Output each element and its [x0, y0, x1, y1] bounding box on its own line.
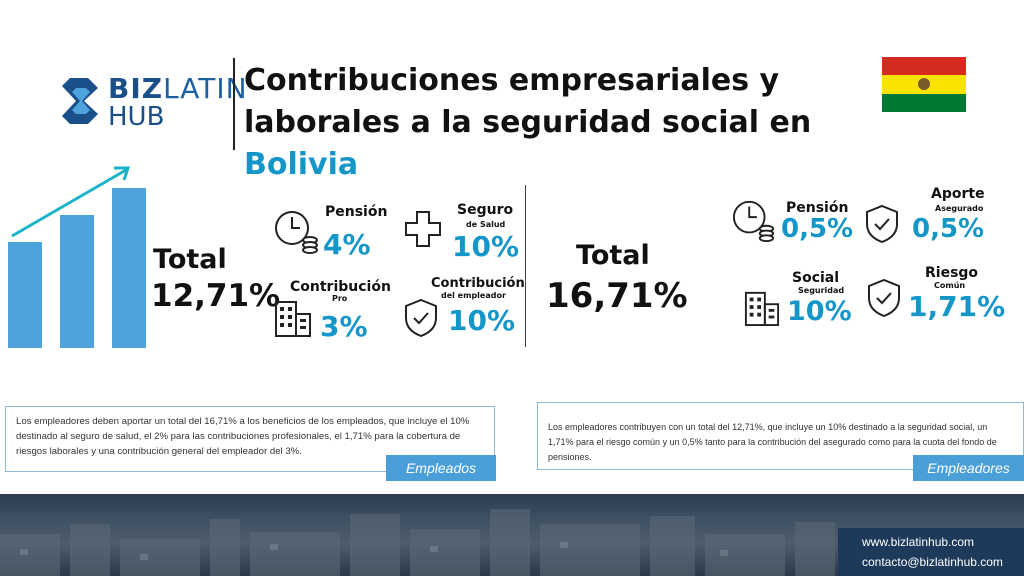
right-aporte-sub: Asegurado: [935, 204, 984, 213]
right-riesgo-label: Riesgo: [925, 265, 979, 281]
left-pension-value: 4%: [323, 228, 371, 261]
logo-mark-icon: [62, 78, 98, 124]
left-contrib-pro-label: Contribución: [290, 279, 391, 295]
plus-cross-icon: [405, 211, 441, 247]
building-icon: [744, 291, 780, 326]
left-total-value: 12,71%: [151, 278, 281, 314]
building-icon: [275, 301, 311, 337]
bolivia-flag: [882, 57, 966, 112]
left-seguro-sub: de Salud: [466, 220, 506, 229]
chart-bar: [8, 242, 42, 348]
shield-check-icon: [866, 204, 898, 244]
right-aporte-label: Aporte: [931, 186, 985, 202]
right-pension-label: Pensión: [786, 200, 849, 216]
brand-name: BIZLATIN: [108, 72, 248, 105]
clock-coins-icon: [275, 211, 318, 254]
employees-info-text: Los empleadores deben aportar un total d…: [16, 416, 470, 457]
left-contrib-pro-value: 3%: [320, 310, 368, 343]
email-link[interactable]: contacto@bizlatinhub.com: [862, 555, 1003, 569]
website-link[interactable]: www.bizlatinhub.com: [862, 535, 975, 549]
right-aporte-value: 0,5%: [912, 214, 985, 244]
right-riesgo-sub: Común: [934, 281, 966, 290]
growth-chart-icon: [0, 160, 150, 348]
header-divider: [233, 58, 235, 150]
contact-box: www.bizlatinhub.com contacto@bizlatinhub…: [838, 528, 1024, 576]
employers-tag: Empleadores: [913, 455, 1024, 481]
left-total-label: Total: [153, 244, 227, 275]
page-title: Contribuciones empresariales y laborales…: [244, 63, 812, 182]
left-pension-label: Pensión: [325, 204, 388, 220]
chart-bar: [60, 215, 94, 348]
left-seguro-label: Seguro: [457, 202, 514, 218]
right-total-value: 16,71%: [546, 276, 688, 316]
right-social-value: 10%: [787, 296, 852, 327]
brand-name-line2: HUB: [108, 102, 165, 132]
right-social-sub: Seguridad: [798, 286, 845, 295]
chart-bar: [112, 188, 146, 348]
employees-tag: Empleados: [386, 455, 496, 481]
clock-coins-icon: [732, 200, 775, 242]
left-contrib-emp-value: 10%: [448, 304, 516, 337]
right-pension-value: 0,5%: [781, 214, 854, 244]
trend-arrow-icon: [11, 166, 131, 238]
city-skyline-icon: [0, 509, 835, 576]
right-total-label: Total: [576, 240, 650, 271]
employers-info-text: Los empleadores contribuyen con un total…: [548, 422, 997, 462]
left-contrib-emp-sub: del empleador: [441, 291, 506, 300]
shield-check-icon: [868, 278, 900, 318]
brand-logo: BIZLATIN HUB: [60, 68, 247, 138]
left-contrib-pro-sub: Pro: [332, 294, 348, 303]
left-seguro-value: 10%: [452, 230, 520, 263]
shield-check-icon: [405, 298, 437, 338]
section-divider: [525, 185, 526, 347]
right-riesgo-value: 1,71%: [908, 290, 1006, 323]
right-social-label: Social: [792, 270, 840, 286]
left-contrib-emp-label: Contribución: [431, 276, 525, 291]
